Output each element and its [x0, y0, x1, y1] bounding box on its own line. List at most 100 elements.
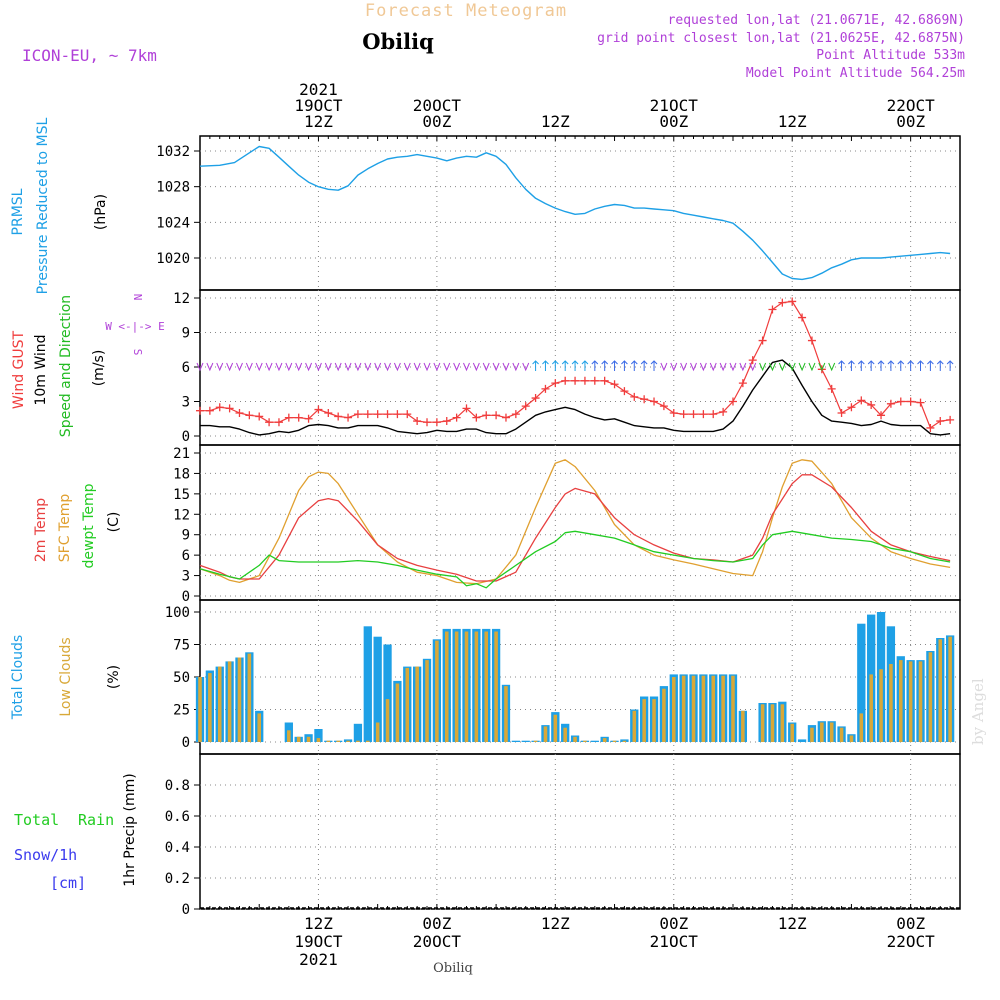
gust-marker	[255, 412, 264, 421]
direction-arrow	[818, 362, 826, 372]
gust-marker	[778, 298, 787, 307]
gust-marker	[906, 397, 915, 406]
low-cloud-bar	[474, 631, 479, 742]
direction-arrow	[729, 362, 737, 372]
pct-unit-label: (%)	[106, 665, 122, 689]
x-tick-label-top: 00Z	[659, 112, 688, 131]
y-tick-label: 15	[173, 487, 190, 503]
x-tick-label-bottom: 20OCT	[413, 932, 462, 951]
direction-arrow	[463, 362, 470, 372]
low-cloud-bar	[454, 631, 459, 742]
low-cloud-bar	[918, 661, 923, 742]
direction-arrow	[532, 360, 539, 371]
requested-coords: requested lon,lat (21.0671E, 42.6869N)	[668, 13, 965, 28]
gust-marker	[857, 396, 866, 405]
y-tick-label: 25	[173, 703, 190, 719]
gust-marker	[867, 400, 876, 409]
gust-marker	[265, 418, 274, 427]
total-cloud-bar	[363, 626, 372, 742]
y-tick-label: 9	[182, 326, 190, 342]
compass-n: N	[131, 294, 144, 301]
gust-marker	[847, 403, 856, 412]
low-cloud-bar	[701, 675, 706, 742]
direction-arrow	[759, 362, 767, 372]
low-cloud-bar	[820, 722, 824, 742]
direction-arrow	[492, 362, 500, 372]
temp-2m-line	[199, 474, 951, 582]
low-cloud-bar	[375, 722, 380, 742]
direction-arrow	[334, 362, 342, 372]
x-tick-label-top: 12Z	[778, 112, 807, 131]
low-cloud-bar	[879, 669, 883, 742]
direction-arrow	[206, 362, 214, 372]
direction-arrow	[917, 360, 924, 371]
precip-unit-label: 1hr Precip (mm)	[122, 773, 138, 886]
gust-marker	[521, 402, 530, 411]
wind-speed-line	[200, 359, 951, 436]
gust-marker	[442, 417, 451, 426]
cm-unit-label: [cm]	[50, 874, 86, 892]
y-tick-label: 0.4	[165, 840, 190, 856]
low-cloud-bar	[533, 740, 538, 742]
direction-arrow	[354, 362, 362, 372]
gust-marker	[837, 409, 846, 417]
low-cloud-bar	[217, 666, 222, 742]
x-tick-label-bottom: 12Z	[541, 914, 570, 933]
gust-marker	[877, 411, 886, 420]
gust-marker	[580, 376, 589, 385]
footer-location: Obiliq	[433, 961, 473, 976]
low-cloud-bar	[849, 735, 854, 742]
y-tick-label: 9	[182, 528, 190, 544]
direction-arrow	[670, 362, 678, 372]
rain-label: Rain	[78, 811, 114, 829]
low-clouds-label: Low Clouds	[58, 637, 74, 716]
low-cloud-bar	[691, 675, 696, 742]
low-cloud-bar	[602, 738, 607, 742]
x-tick-label-bottom: 00Z	[659, 914, 688, 933]
temp-sfc-label: SFC Temp	[57, 494, 73, 563]
direction-arrow	[314, 362, 322, 372]
low-cloud-bar	[938, 639, 943, 742]
gust-marker	[600, 376, 609, 385]
low-cloud-bar	[859, 713, 864, 742]
compass-rose: N W <-|-> E S	[105, 294, 165, 356]
x-tick-label-top: 21OCT	[650, 96, 699, 115]
direction-arrow	[690, 362, 697, 372]
direction-arrow	[453, 362, 461, 372]
low-cloud-bar	[711, 675, 716, 742]
gust-marker	[462, 404, 471, 413]
y-tick-label: 50	[173, 670, 190, 686]
low-cloud-bar	[652, 699, 656, 742]
y-tick-label: 1020	[156, 251, 190, 267]
gust-marker	[926, 423, 935, 432]
direction-arrow	[788, 362, 796, 372]
gust-marker	[590, 376, 599, 385]
x-tick-label-bottom: 12Z	[304, 914, 333, 933]
low-cloud-bar	[346, 740, 350, 742]
x-tick-label-bottom: 00Z	[422, 914, 451, 933]
y-tick-label: 0.6	[165, 809, 190, 825]
direction-arrow	[621, 360, 628, 371]
low-cloud-bar	[494, 631, 498, 742]
temp-2m-label: 2m Temp	[33, 498, 49, 562]
gust-marker	[274, 418, 283, 427]
total-label: Total	[14, 811, 59, 829]
y-tick-label: 6	[182, 548, 190, 564]
direction-arrow	[769, 362, 776, 372]
gust-marker	[344, 413, 353, 422]
direction-arrow	[808, 362, 816, 372]
direction-arrow	[393, 362, 401, 372]
direction-arrow	[364, 362, 372, 372]
direction-arrow	[581, 360, 589, 371]
direction-arrow	[927, 360, 934, 371]
direction-arrow	[739, 362, 747, 372]
low-cloud-bar	[257, 713, 261, 742]
gust-marker	[728, 397, 737, 406]
pressure-line	[199, 145, 951, 281]
low-cloud-bar	[928, 652, 933, 742]
direction-arrow	[907, 360, 915, 371]
direction-arrow	[571, 360, 579, 371]
total-cloud-bar	[511, 740, 520, 742]
direction-arrow	[699, 362, 707, 372]
gust-marker	[492, 411, 501, 420]
